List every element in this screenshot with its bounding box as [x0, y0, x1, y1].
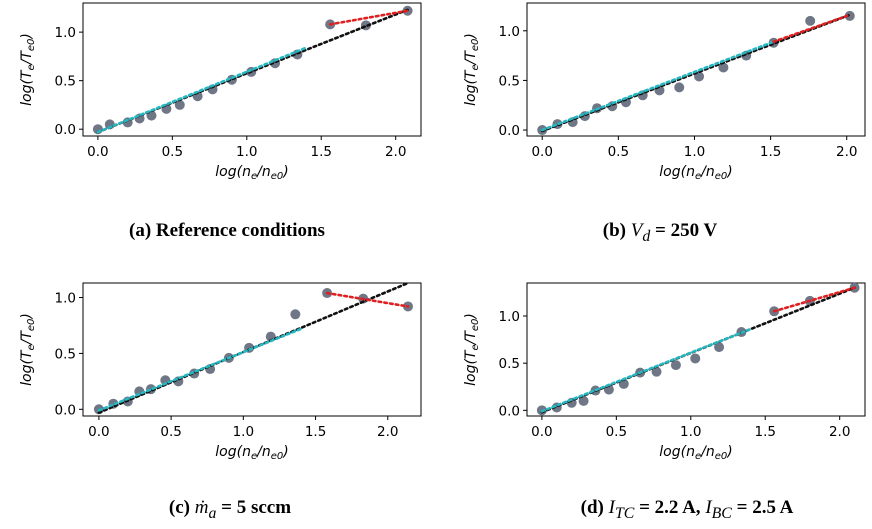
fit-line-black: [97, 281, 410, 414]
fit-line-red: [772, 13, 852, 44]
x-tick-label: 0.0: [87, 144, 108, 160]
fit-line-red: [772, 286, 856, 313]
y-tick-label: 0.5: [499, 356, 520, 372]
x-tick-label: 0.0: [531, 144, 552, 160]
x-tick-label: 2.0: [829, 424, 850, 440]
y-tick-label: 0.0: [499, 123, 520, 139]
y-tick-label: 0.5: [499, 73, 520, 89]
chart-panel-c: 0.0 0.5 1.0 1.5 2.0 0.0 0.5 1.0 log(ne/ne0) log(T…: [19, 281, 422, 462]
fit-line-cyan: [96, 46, 308, 134]
x-tick-label: 2.0: [385, 144, 406, 160]
chart-panel-b: 0.0 0.5 1.0 1.5 2.0 0.0 0.5 1.0 log(ne/ne0) log(T…: [463, 2, 866, 182]
y-tick-label: 0.0: [55, 122, 76, 138]
y-axis-label: log(Te/Te0): [19, 313, 37, 386]
x-tick-label: 2.0: [377, 424, 398, 440]
x-tick-label: 1.5: [310, 144, 331, 160]
data-point: [674, 82, 685, 93]
data-point: [714, 342, 725, 353]
fit-line-red: [328, 9, 409, 26]
x-tick-label: 0.5: [606, 424, 627, 440]
y-tick-label: 1.0: [55, 291, 76, 307]
fit-line-cyan: [540, 40, 775, 132]
y-axis-label: log(Te/Te0): [19, 33, 37, 106]
y-tick-label: 1.0: [499, 24, 520, 40]
x-tick-label: 0.5: [608, 144, 629, 160]
x-axis-label: log(ne/ne0): [659, 164, 732, 182]
fit-line-cyan: [97, 327, 303, 412]
x-tick-label: 0.0: [88, 424, 109, 440]
caption-a: (a) Reference conditions: [129, 220, 325, 241]
x-tick-label: 1.0: [236, 144, 257, 160]
y-axis-label: log(Te/Te0): [463, 33, 481, 106]
fit-line-red: [325, 291, 410, 308]
data-point: [718, 62, 729, 73]
x-tick-label: 0.5: [160, 424, 181, 440]
caption-b: (b) Vd = 250 V: [602, 220, 718, 245]
data-point: [844, 10, 855, 21]
data-point: [651, 366, 662, 377]
x-axis-label: log(ne/ne0): [215, 444, 288, 462]
x-tick-label: 1.5: [305, 424, 326, 440]
x-tick-label: 1.0: [680, 424, 701, 440]
data-point: [690, 353, 701, 364]
x-tick-label: 0.5: [162, 144, 183, 160]
x-tick-label: 1.5: [760, 144, 781, 160]
x-tick-label: 1.5: [754, 424, 775, 440]
data-point: [174, 99, 185, 110]
data-point: [578, 395, 589, 406]
x-tick-label: 2.0: [836, 144, 857, 160]
data-point: [805, 15, 816, 26]
chart-panel-d: 0.0 0.5 1.0 1.5 2.0 0.0 0.5 1.0 log(ne/ne0) log(T…: [463, 282, 866, 462]
caption-c: (c) ṁa = 5 sccm: [168, 497, 292, 522]
caption-d: (d) ITC = 2.2 A, IBC = 2.5 A: [580, 497, 794, 522]
y-tick-label: 0.0: [55, 402, 76, 418]
x-tick-label: 1.0: [233, 424, 254, 440]
y-tick-label: 1.0: [55, 25, 76, 41]
y-axis-label: log(Te/Te0): [463, 313, 481, 386]
x-tick-label: 0.0: [531, 424, 552, 440]
x-tick-label: 1.0: [684, 144, 705, 160]
fit-line-cyan: [540, 327, 752, 413]
y-tick-label: 0.5: [55, 346, 76, 362]
y-tick-label: 0.0: [499, 403, 520, 419]
x-axis-label: log(ne/ne0): [215, 164, 288, 182]
data-point: [290, 309, 301, 320]
data-point: [618, 378, 629, 389]
x-axis-label: log(ne/ne0): [659, 444, 732, 462]
chart-panel-a: 0.0 0.5 1.0 1.5 2.0 0.0 0.5 1.0 log(ne/ne0) log(T…: [19, 2, 422, 182]
data-point: [670, 360, 681, 371]
y-tick-label: 0.5: [55, 74, 76, 90]
y-tick-label: 1.0: [499, 309, 520, 325]
